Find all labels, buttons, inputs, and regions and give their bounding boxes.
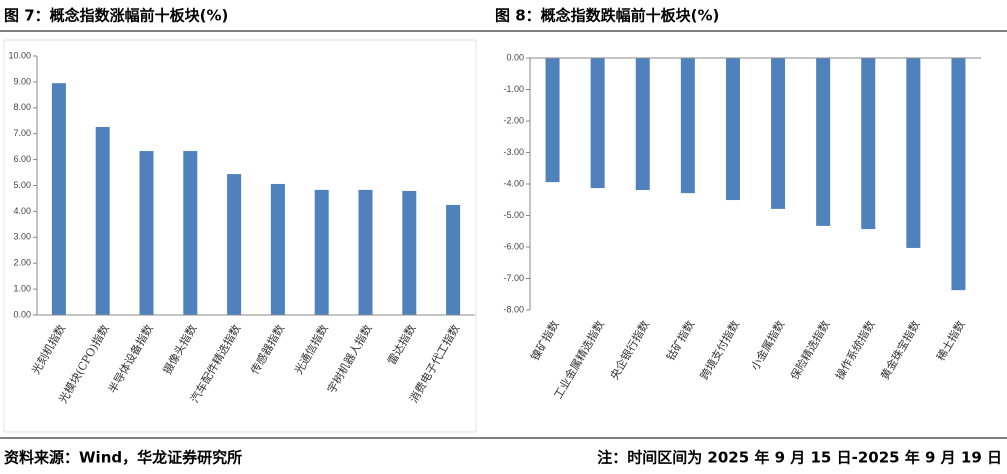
y-tick-label: 2.00 <box>13 258 31 268</box>
x-tick-label: 黄金珠宝指数 <box>877 318 922 382</box>
y-tick-label: 9.00 <box>13 76 31 86</box>
bar <box>725 58 740 201</box>
x-tick-label: 央企银行指数 <box>607 318 652 382</box>
bar <box>545 58 560 183</box>
x-tick-label: 稀土指数 <box>934 318 968 363</box>
y-tick-label: -1.00 <box>503 84 524 94</box>
y-tick-label: 1.00 <box>13 283 31 293</box>
x-tick-label: 保险精选指数 <box>787 318 832 382</box>
chart-frame <box>3 39 477 433</box>
note: 注：时间区间为 2025 年 9 月 15 日-2025 年 9 月 19 日 <box>597 449 1002 467</box>
bar <box>951 58 966 291</box>
x-tick-label: 光刻机指数 <box>28 322 68 377</box>
bar <box>314 189 329 315</box>
bar <box>771 58 786 209</box>
y-tick-label: 0.00 <box>13 309 31 319</box>
x-tick-label: 镍矿指数 <box>528 318 562 363</box>
bar <box>227 174 242 315</box>
source: 资料来源：Wind，华龙证券研究所 <box>4 449 242 467</box>
y-tick-label: -3.00 <box>503 147 524 157</box>
y-tick-label: 7.00 <box>13 128 31 138</box>
y-tick-label: -8.00 <box>503 304 524 314</box>
y-tick-label: -2.00 <box>503 115 524 125</box>
x-tick-label: 操作系统指数 <box>832 318 877 382</box>
bar <box>358 189 373 315</box>
chart-title: 图 7：概念指数涨幅前十板块(%) <box>4 7 228 25</box>
bar <box>139 151 154 315</box>
y-tick-label: -6.00 <box>503 241 524 251</box>
y-tick-label: 10.00 <box>8 50 31 60</box>
x-tick-label: 宇树机器人指数 <box>324 322 375 396</box>
y-tick-label: -5.00 <box>503 210 524 220</box>
y-tick-label: 0.00 <box>506 52 524 62</box>
y-tick-label: 3.00 <box>13 232 31 242</box>
x-tick-label: 摄像头指数 <box>160 322 200 377</box>
bar <box>402 190 417 315</box>
x-tick-label: 钴矿指数 <box>663 318 697 363</box>
y-tick-label: 6.00 <box>13 154 31 164</box>
chart-title: 图 8：概念指数跌幅前十板块(%) <box>495 7 719 25</box>
y-tick-label: 4.00 <box>13 206 31 216</box>
y-tick-label: 5.00 <box>13 180 31 190</box>
x-tick-label: 传感器指数 <box>247 322 287 377</box>
x-tick-label: 半导体设备指数 <box>105 322 156 396</box>
y-tick-label: -7.00 <box>503 273 524 283</box>
y-tick-label: -4.00 <box>503 178 524 188</box>
bar <box>270 183 285 315</box>
x-tick-label: 雷达指数 <box>384 322 418 367</box>
bar <box>635 58 650 190</box>
y-tick-label: 8.00 <box>13 102 31 112</box>
bar <box>51 83 66 315</box>
bar <box>446 204 461 315</box>
bar <box>680 58 695 194</box>
bar <box>183 151 198 315</box>
x-tick-label: 小金属指数 <box>748 318 788 373</box>
bar <box>861 58 876 230</box>
bar <box>816 58 831 226</box>
bar <box>95 126 110 315</box>
bar <box>906 58 921 248</box>
x-tick-label: 光通信指数 <box>291 322 331 377</box>
x-tick-label: 跨境支付指数 <box>697 318 742 382</box>
bar <box>590 58 605 189</box>
x-tick-label: 工业金属精选指数 <box>551 318 607 401</box>
